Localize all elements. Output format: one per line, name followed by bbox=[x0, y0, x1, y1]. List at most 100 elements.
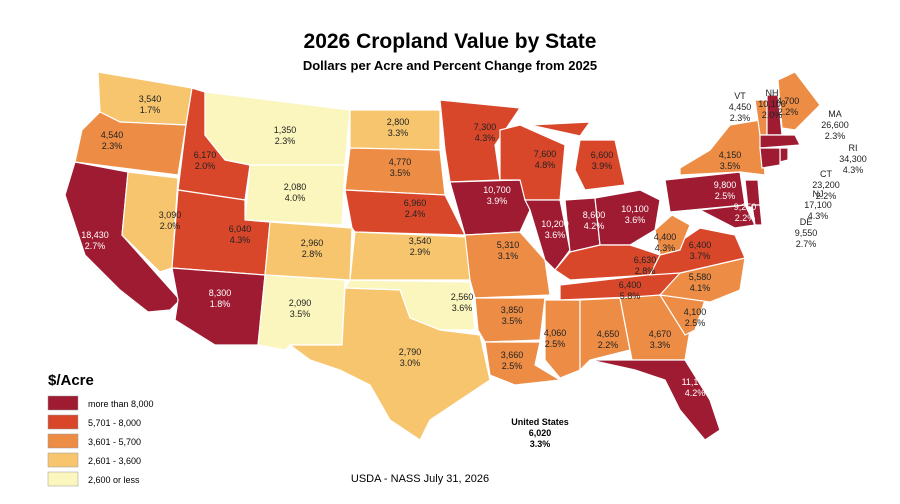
state-change: 2.3% bbox=[730, 113, 751, 123]
state-change: 2.0% bbox=[762, 110, 783, 120]
state-change: 4.3% bbox=[843, 165, 864, 175]
legend-label: more than 8,000 bbox=[88, 399, 154, 409]
state-value: 6,400 bbox=[619, 280, 642, 290]
state-change: 2.7% bbox=[796, 239, 817, 249]
state-change: 3.1% bbox=[498, 251, 519, 261]
state-value: 9,800 bbox=[714, 180, 737, 190]
state-abbr: VT bbox=[734, 91, 746, 101]
state-value: 3,850 bbox=[501, 305, 524, 315]
state-abbr: DE bbox=[800, 217, 813, 227]
state-change: 2.2% bbox=[735, 213, 756, 223]
state bbox=[554, 244, 661, 281]
legend: more than 8,000 5,701 - 8,000 3,601 - 5,70… bbox=[47, 395, 154, 487]
state-value: 9,550 bbox=[795, 228, 818, 238]
state bbox=[759, 147, 781, 169]
state-change: 2.5% bbox=[685, 318, 706, 328]
state-change: 2.3% bbox=[275, 136, 296, 146]
state-change: 2.0% bbox=[160, 221, 181, 231]
state-change: 2.7% bbox=[85, 241, 106, 251]
state-value: 4,650 bbox=[597, 329, 620, 339]
state-value: 17,100 bbox=[804, 200, 832, 210]
state-change: 2.0% bbox=[195, 161, 216, 171]
state-value: 2,790 bbox=[399, 347, 422, 357]
state-value: 2,560 bbox=[451, 292, 474, 302]
state-change: 1.8% bbox=[210, 299, 231, 309]
state-value: 7,600 bbox=[534, 149, 557, 159]
state-value: 2,080 bbox=[284, 182, 307, 192]
state-value: 7,300 bbox=[474, 122, 497, 132]
state-change: 2.3% bbox=[825, 131, 846, 141]
state-value: 11,100 bbox=[682, 377, 709, 387]
state-value: 4,400 bbox=[654, 232, 677, 242]
states bbox=[64, 71, 821, 441]
state-change: 3.5% bbox=[720, 161, 741, 171]
state-change: 3.0% bbox=[400, 358, 421, 368]
state bbox=[464, 231, 551, 299]
legend-swatch bbox=[47, 452, 79, 468]
state-value: 2,090 bbox=[289, 298, 312, 308]
state-value: 3,660 bbox=[501, 350, 524, 360]
state-abbr: NH bbox=[766, 88, 779, 98]
state bbox=[288, 287, 491, 441]
state-abbr: MA bbox=[828, 109, 842, 119]
state-change: 3.6% bbox=[545, 230, 566, 240]
legend-label: 2,600 or less bbox=[88, 475, 140, 485]
state-change: 2.5% bbox=[502, 361, 523, 371]
state-value: 10,100 bbox=[621, 204, 649, 214]
state-value: 6,630 bbox=[634, 255, 657, 265]
state-value: 26,600 bbox=[821, 120, 849, 130]
state-value: 4,450 bbox=[729, 102, 752, 112]
state-value: 3,540 bbox=[139, 94, 162, 104]
state-value: 34,300 bbox=[839, 154, 867, 164]
source: USDA - NASS July 31, 2026 bbox=[351, 473, 489, 485]
state-change: 2.8% bbox=[635, 266, 656, 276]
us-value: 6,020 bbox=[529, 428, 552, 438]
state bbox=[759, 134, 801, 149]
state-change: 5.8% bbox=[620, 291, 641, 301]
state-change: 2.8% bbox=[302, 249, 323, 259]
state-value: 10,700 bbox=[483, 185, 511, 195]
state-value: 3,090 bbox=[159, 210, 182, 220]
state-value: 8,300 bbox=[209, 288, 232, 298]
state-value: 6,600 bbox=[591, 150, 614, 160]
state-change: 4.1% bbox=[690, 283, 711, 293]
state bbox=[121, 171, 179, 273]
state bbox=[654, 214, 691, 256]
state bbox=[74, 111, 187, 176]
state-abbr: CT bbox=[820, 169, 832, 179]
legend-swatch bbox=[47, 395, 79, 411]
us-change: 3.3% bbox=[530, 439, 551, 449]
state bbox=[344, 189, 466, 236]
state-value: 6,170 bbox=[194, 150, 217, 160]
title: 2026 Cropland Value by State bbox=[304, 30, 597, 53]
legend-title: $/Acre bbox=[48, 372, 94, 389]
state bbox=[777, 71, 821, 131]
state-value: 4,670 bbox=[649, 329, 672, 339]
legend-label: 3,601 - 5,700 bbox=[88, 437, 141, 447]
state-change: 2.5% bbox=[715, 191, 736, 201]
state-change: 1.7% bbox=[140, 105, 161, 115]
subtitle: Dollars per Acre and Percent Change from… bbox=[303, 58, 597, 73]
state-value: 10,100 bbox=[758, 99, 786, 109]
state-change: 2.3% bbox=[102, 141, 123, 151]
state bbox=[544, 299, 581, 379]
state bbox=[529, 121, 626, 191]
state-change: 3.5% bbox=[390, 168, 411, 178]
state-change: 3.3% bbox=[388, 128, 409, 138]
state-change: 2.5% bbox=[545, 339, 566, 349]
state-change: 2.2% bbox=[778, 107, 799, 117]
state-value: 10,200 bbox=[541, 219, 569, 229]
state-value: 9,250 bbox=[734, 202, 757, 212]
state-change: 4.3% bbox=[655, 243, 676, 253]
state-change: 3.3% bbox=[650, 340, 671, 350]
state-value: 4,770 bbox=[389, 157, 412, 167]
state-value: 2,960 bbox=[301, 238, 324, 248]
state-value: 3,540 bbox=[409, 236, 432, 246]
state-abbr: RI bbox=[849, 143, 858, 153]
state-change: 3.6% bbox=[625, 215, 646, 225]
state-change: 2.9% bbox=[410, 247, 431, 257]
state-value: 5,580 bbox=[689, 272, 712, 282]
us-name: United States bbox=[511, 417, 569, 427]
legend-swatch bbox=[47, 471, 79, 487]
